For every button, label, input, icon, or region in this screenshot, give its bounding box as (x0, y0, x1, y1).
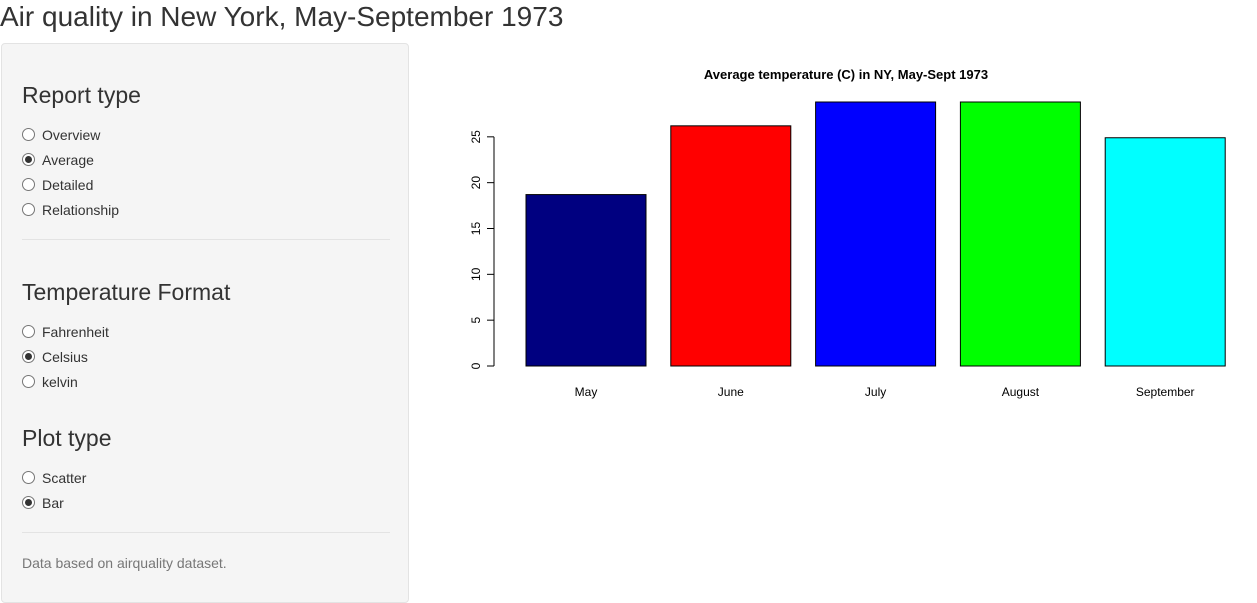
bar-may (525, 194, 647, 367)
temperature-format-option-kelvin[interactable]: kelvin (22, 369, 109, 394)
sidebar-panel: Report type Overview Average Detailed Re… (1, 43, 409, 603)
bar-september (1104, 137, 1226, 367)
temperature-format-option-fahrenheit[interactable]: Fahrenheit (22, 319, 109, 344)
report-type-option-relationship[interactable]: Relationship (22, 197, 119, 222)
page-title: Air quality in New York, May-September 1… (0, 1, 564, 32)
x-category-label: September (1136, 385, 1195, 399)
radio-button[interactable] (22, 178, 35, 191)
y-tick-label: 15 (469, 222, 483, 236)
x-category-label: June (718, 385, 744, 399)
plot-type-radio-group: Scatter Bar (22, 465, 86, 515)
y-axis: 0 5 10 15 20 25 (469, 130, 495, 369)
average-temperature-bar-chart: Average temperature (C) in NY, May-Sept … (469, 67, 1226, 399)
radio-label: Detailed (42, 176, 94, 193)
radio-button[interactable] (22, 496, 35, 509)
plot-type-heading: Plot type (22, 425, 112, 451)
bar-august (959, 101, 1081, 367)
radio-button[interactable] (22, 350, 35, 363)
y-tick-label: 5 (469, 317, 483, 324)
temperature-format-option-celsius[interactable]: Celsius (22, 344, 109, 369)
report-type-option-detailed[interactable]: Detailed (22, 172, 119, 197)
section-divider (22, 239, 390, 240)
radio-label: Scatter (42, 469, 87, 486)
bar-june (670, 125, 792, 367)
radio-label: Celsius (42, 348, 88, 365)
x-category-label: August (1002, 385, 1040, 399)
x-category-label: July (865, 385, 886, 399)
plot-type-option-bar[interactable]: Bar (22, 490, 86, 515)
dataset-footnote: Data based on airquality dataset. (22, 555, 227, 571)
section-divider (22, 532, 390, 533)
y-tick-label: 0 (469, 362, 483, 369)
radio-label: Relationship (42, 201, 120, 218)
y-tick-label: 25 (469, 130, 483, 144)
report-type-option-overview[interactable]: Overview (22, 122, 119, 147)
radio-button[interactable] (22, 375, 35, 388)
radio-label: Overview (42, 126, 101, 143)
bar-july (815, 101, 937, 367)
temperature-format-heading: Temperature Format (22, 279, 231, 305)
report-type-heading: Report type (22, 82, 141, 108)
report-type-radio-group: Overview Average Detailed Relationship (22, 122, 119, 222)
plot-type-option-scatter[interactable]: Scatter (22, 465, 86, 490)
radio-button[interactable] (22, 153, 35, 166)
radio-label: Bar (42, 494, 64, 511)
chart-title: Average temperature (C) in NY, May-Sept … (704, 67, 988, 82)
y-tick-label: 10 (469, 267, 483, 281)
radio-button[interactable] (22, 128, 35, 141)
y-tick-label: 20 (469, 176, 483, 190)
radio-label: kelvin (42, 373, 78, 390)
radio-label: Average (42, 151, 94, 168)
x-axis-labels: May June July August September (575, 385, 1195, 399)
radio-button[interactable] (22, 471, 35, 484)
bars (525, 101, 1226, 367)
radio-button[interactable] (22, 203, 35, 216)
x-category-label: May (575, 385, 598, 399)
report-type-option-average[interactable]: Average (22, 147, 119, 172)
radio-button[interactable] (22, 325, 35, 338)
temperature-format-radio-group: Fahrenheit Celsius kelvin (22, 319, 109, 394)
radio-label: Fahrenheit (42, 323, 109, 340)
